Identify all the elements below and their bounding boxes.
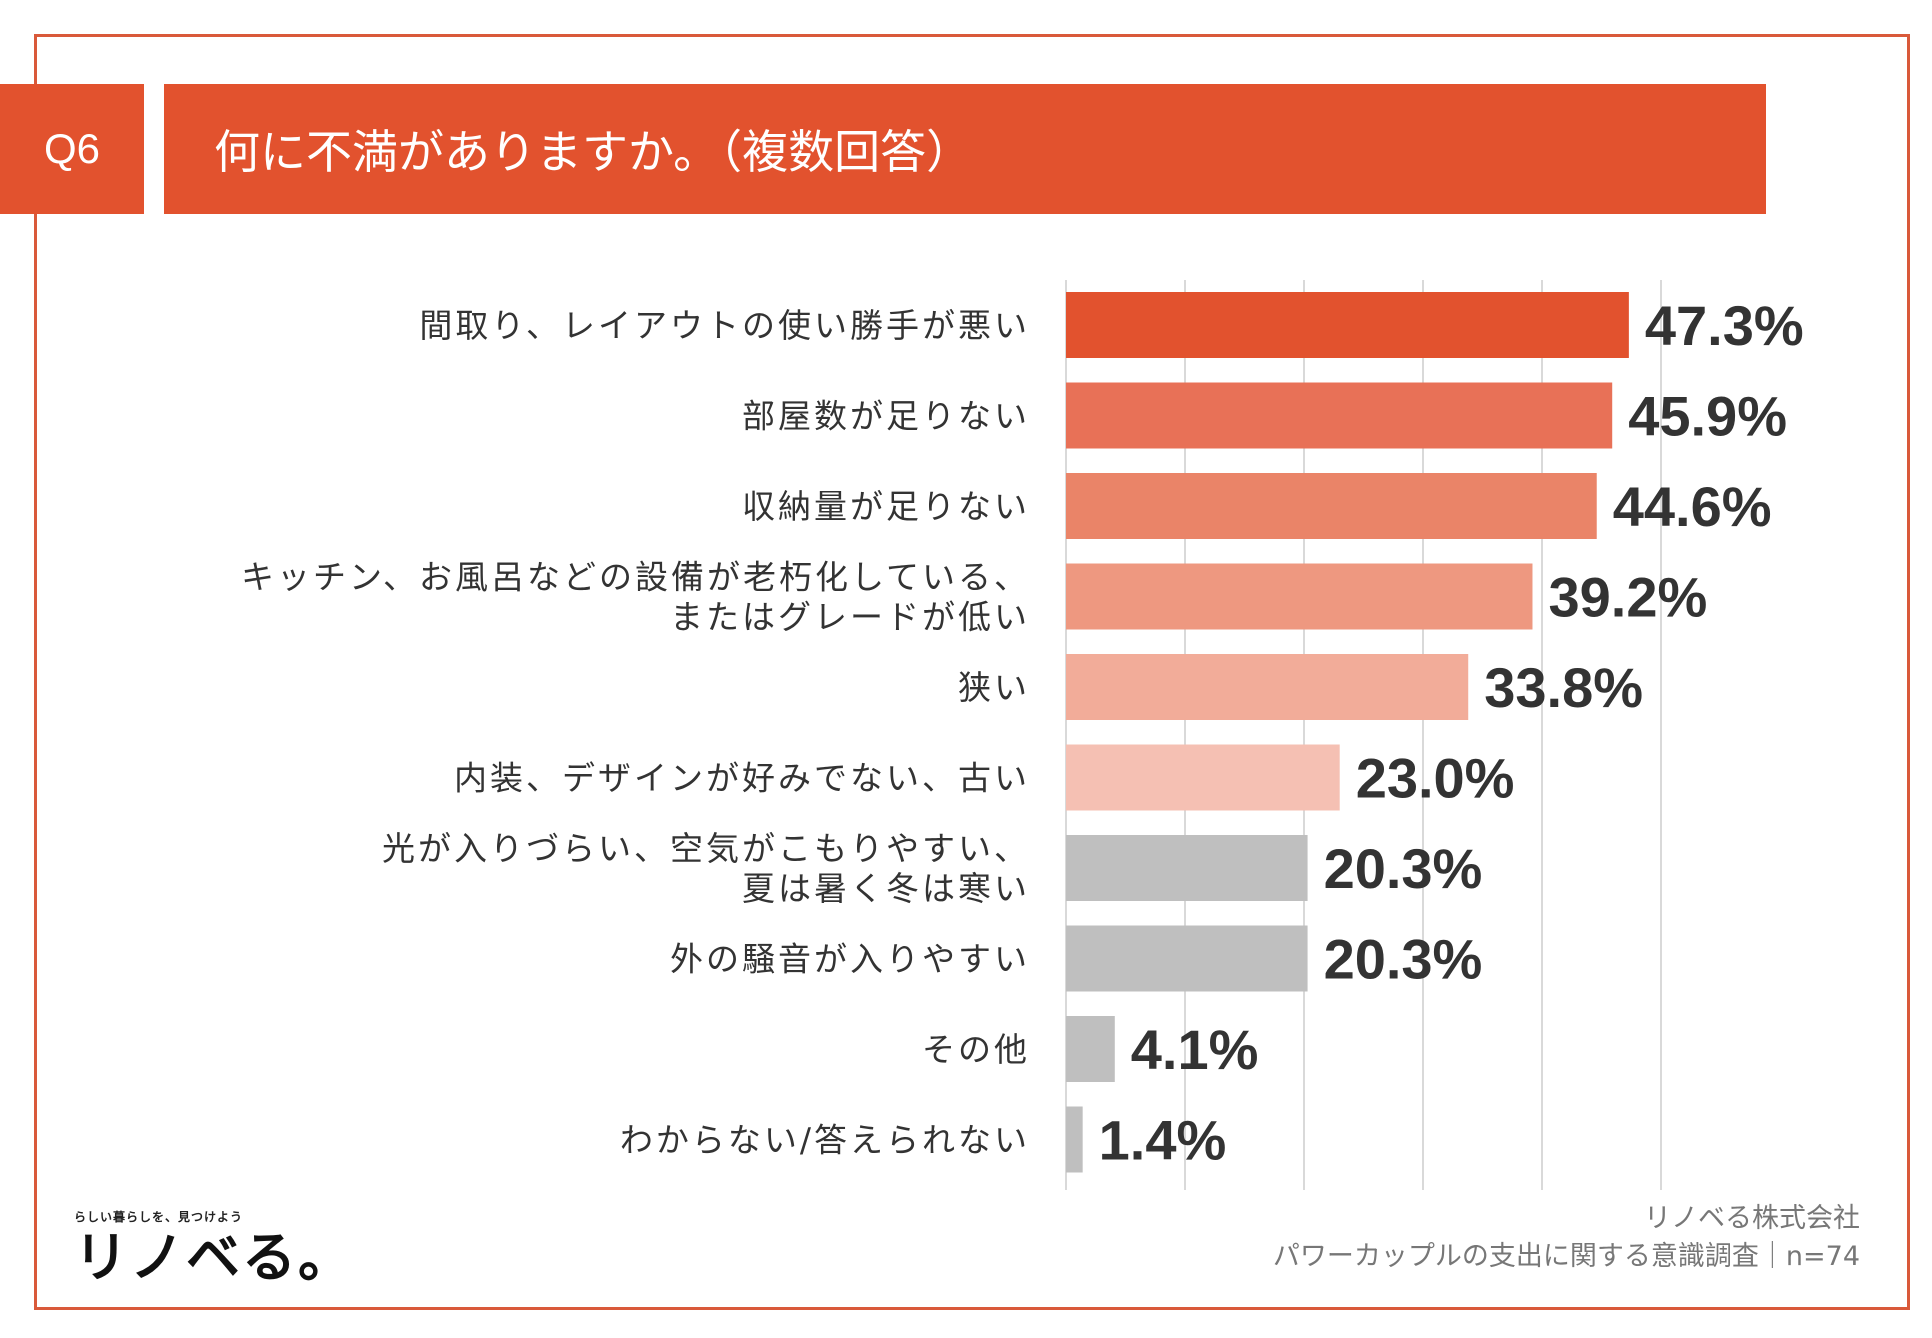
bar-2 [1066,382,1613,449]
value-label-9: 4.1% [1131,1018,1259,1081]
source-note: リノベる株式会社 パワーカップルの支出に関する意識調査｜n=74 [1273,1200,1860,1276]
category-label-1: 間取り、レイアウトの使い勝手が悪い [419,306,1030,345]
bar-9 [1066,1016,1115,1082]
value-label-1: 47.3% [1645,294,1804,357]
category-label-3: 収納量が足りない [742,487,1030,526]
value-label-10: 1.4% [1099,1109,1227,1172]
brand-wordmark: リノベる。 [74,1226,354,1289]
question-title-bar: 何に不満がありますか。（複数回答） [164,84,1766,214]
chart-frame [34,34,1910,1310]
company-name: リノベる株式会社 [1644,1203,1860,1234]
value-label-4: 39.2% [1548,566,1707,629]
bar-chart: 47.3% 間取り、レイアウトの使い勝手が悪い 45.9% 部屋数が足りない 44.6%… [241,280,1804,1190]
bar-10 [1066,1106,1083,1173]
bar-1 [1066,292,1629,358]
category-label-4-line-2: またはグレードが低い [670,598,1030,637]
bar-7 [1066,835,1308,901]
brand-logo: らしい暮らしを、見つけよう リノベる。 [74,1208,354,1285]
value-label-6: 23.0% [1356,747,1515,810]
bar-4 [1066,563,1533,630]
value-label-5: 33.8% [1484,656,1643,719]
category-label-9: その他 [922,1030,1030,1069]
value-label-8: 20.3% [1324,928,1483,991]
question-number-badge: Q6 [0,84,144,214]
bar-5 [1066,654,1469,720]
category-label-10: わからない/答えられない [620,1121,1030,1160]
question-title: 何に不満がありますか。（複数回答） [214,125,973,179]
value-label-3: 44.6% [1613,475,1772,538]
question-number: Q6 [43,125,101,172]
value-label-2: 45.9% [1628,385,1787,448]
survey-info: パワーカップルの支出に関する意識調査｜n=74 [1272,1241,1860,1272]
category-label-6: 内装、デザインが好みでない、古い [454,759,1030,798]
bar-6 [1066,744,1340,811]
category-label-5: 狭い [958,668,1030,707]
category-label-2: 部屋数が足りない [742,397,1030,436]
category-label-7-line-2: 夏は暑く冬は寒い [742,869,1030,908]
value-label-7: 20.3% [1324,837,1483,900]
category-label-7-line-1: 光が入りづらい、空気がこもりやすい、 [382,829,1030,868]
bar-3 [1066,473,1597,539]
category-label-8: 外の騒音が入りやすい [670,940,1030,979]
bar-8 [1066,925,1308,992]
category-label-4-line-1: キッチン、お風呂などの設備が老朽化している、 [241,558,1030,597]
brand-tagline: らしい暮らしを、見つけよう [74,1210,244,1224]
